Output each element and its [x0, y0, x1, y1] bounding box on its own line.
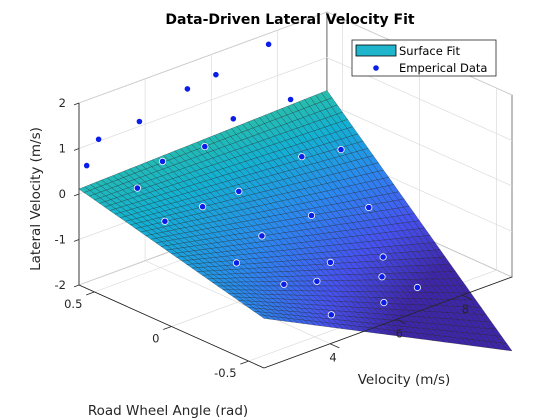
data-point [83, 162, 91, 170]
z-gridline [78, 57, 513, 149]
z-tick-label: 2 [59, 96, 66, 110]
tick-labels: 4 6 8 0.5 0 -0.5 2 1 0 -1 -2 [55, 96, 470, 380]
x-tick-label: 4 [329, 351, 336, 365]
data-point [298, 153, 306, 161]
data-point [201, 143, 209, 151]
x-tick-mark [462, 294, 472, 300]
x-tick-mark [396, 319, 406, 324]
data-point [413, 283, 421, 292]
data-point [327, 311, 335, 319]
y-tick-mark [86, 291, 95, 296]
data-point [183, 85, 191, 93]
legend-data-label: Emperical Data [399, 61, 487, 75]
y-tick-mark [240, 360, 249, 365]
data-point [161, 217, 169, 225]
data-point [264, 40, 273, 48]
x-tick-mark [329, 343, 340, 349]
z-tick-label: -1 [55, 233, 66, 247]
y-tick-mark [163, 326, 172, 330]
y-tick-label: 0 [152, 332, 159, 346]
y-axis-label: Road Wheel Angle (rad) [88, 403, 248, 419]
legend-surface-label: Surface Fit [399, 44, 460, 58]
x-axis-line [263, 276, 513, 369]
legend-data-marker [372, 64, 380, 72]
data-point [365, 203, 373, 212]
empirical-points [83, 40, 421, 319]
legend: Surface Fit Emperical Data [351, 39, 497, 77]
z-tick-label: 1 [59, 142, 66, 156]
data-point [133, 184, 141, 192]
y-tick-label: 0.5 [64, 297, 82, 311]
z-tick-mark [73, 193, 80, 197]
z-tick-mark [73, 239, 80, 242]
data-point [199, 203, 207, 211]
data-point [326, 258, 334, 266]
x-tick-label: 8 [462, 302, 469, 316]
z-tick-label: -2 [55, 278, 66, 292]
z-tick-mark [73, 102, 80, 106]
data-point [232, 259, 241, 267]
data-point [280, 280, 288, 288]
surface-fit [78, 90, 513, 352]
data-point [286, 95, 295, 104]
z-axis-label: Lateral Velocity (m/s) [28, 127, 44, 271]
data-point [212, 71, 220, 79]
chart-title: Data-Driven Lateral Velocity Fit [165, 12, 415, 28]
data-point [95, 135, 103, 143]
data-point [229, 115, 237, 123]
data-point [158, 157, 167, 165]
data-point [307, 211, 316, 220]
legend-surface-swatch [355, 44, 397, 57]
data-point [379, 253, 387, 261]
data-point [235, 187, 243, 195]
data-point [337, 146, 345, 154]
y-tick-label: -0.5 [214, 366, 236, 380]
data-point [258, 232, 266, 240]
data-point [380, 298, 388, 307]
x-axis-label: Velocity (m/s) [358, 372, 451, 388]
data-point [135, 117, 143, 126]
data-point [378, 273, 386, 281]
surface-patch [258, 314, 270, 320]
axes-front-lines [73, 102, 513, 369]
x-tick-label: 6 [396, 327, 403, 341]
z-tick-mark [73, 148, 80, 151]
z-tick-mark [73, 284, 80, 288]
data-point [313, 277, 321, 285]
y-gridline [248, 88, 497, 362]
z-tick-label: 0 [59, 187, 66, 201]
